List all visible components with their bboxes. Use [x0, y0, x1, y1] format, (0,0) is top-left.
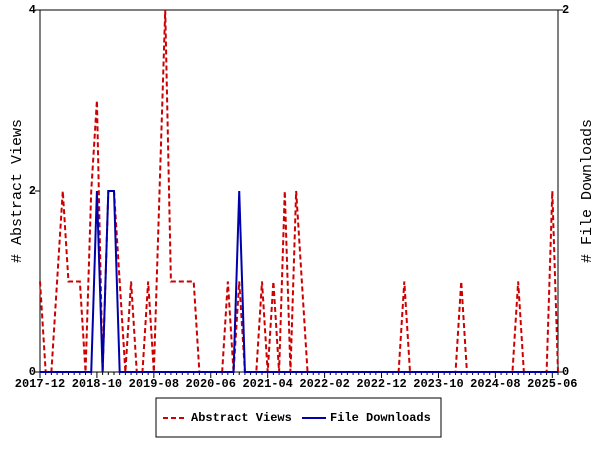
x-tick-label: 2022-02 [299, 377, 349, 391]
legend-label: Abstract Views [191, 411, 292, 425]
y-tick-label: 2 [29, 184, 36, 198]
x-tick-label: 2021-04 [242, 377, 292, 391]
x-tick-label: 2024-08 [470, 377, 520, 391]
legend-box [155, 397, 442, 438]
x-tick-label: 2020-06 [186, 377, 236, 391]
y2-axis-title: # File Downloads [579, 119, 596, 263]
x-tick-label: 2018-10 [72, 377, 122, 391]
y-axis-title: # Abstract Views [9, 119, 26, 263]
x-tick-label: 2025-06 [527, 377, 577, 391]
y2-tick-label: 2 [562, 3, 569, 17]
legend-label: File Downloads [330, 411, 431, 425]
x-tick-label: 2017-12 [15, 377, 65, 391]
y-tick-label: 4 [29, 3, 36, 17]
y-tick-label: 0 [29, 365, 36, 379]
y2-tick-label: 0 [562, 365, 569, 379]
x-tick-label: 2022-12 [356, 377, 406, 391]
series-line [40, 190, 558, 373]
x-tick-label: 2023-10 [413, 377, 463, 391]
x-tick-label: 2019-08 [129, 377, 179, 391]
